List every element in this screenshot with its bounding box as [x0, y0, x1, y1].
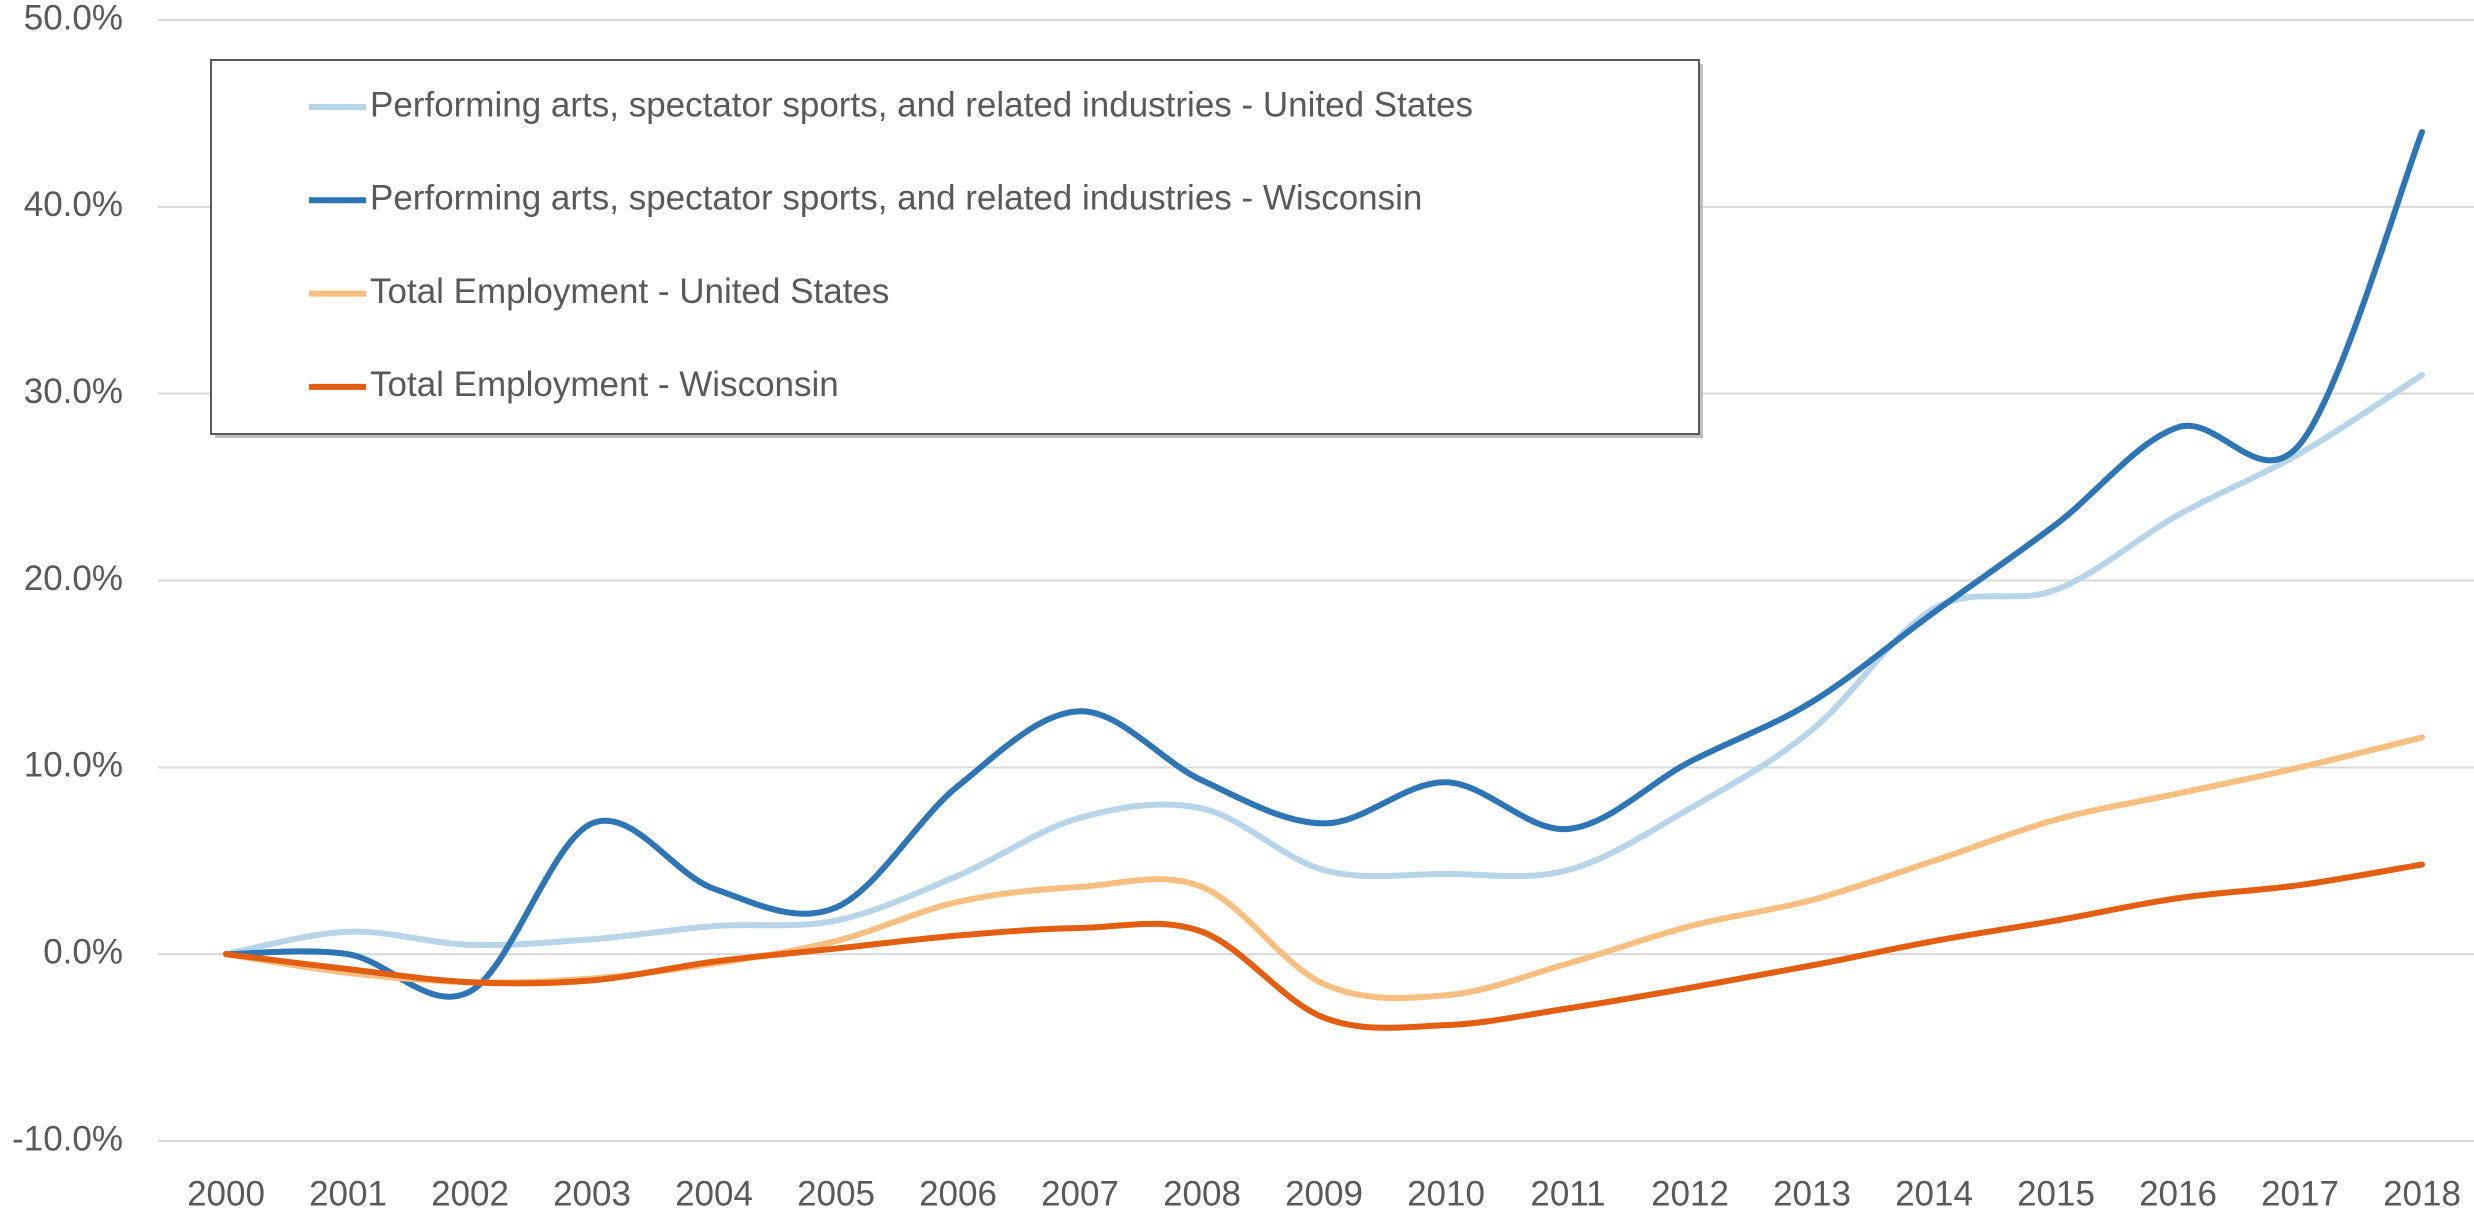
legend-label: Performing arts, spectator sports, and r…	[370, 85, 1473, 124]
x-tick-label: 2012	[1651, 1174, 1729, 1213]
x-tick-label: 2007	[1041, 1174, 1119, 1213]
y-tick-label: 40.0%	[24, 185, 123, 224]
legend: Performing arts, spectator sports, and r…	[210, 59, 1703, 438]
legend-label: Performing arts, spectator sports, and r…	[370, 179, 1422, 218]
x-tick-label: 2017	[2261, 1174, 2339, 1213]
y-tick-label: 0.0%	[43, 932, 123, 971]
legend-label: Total Employment - United States	[370, 272, 889, 311]
x-tick-label: 2015	[2017, 1174, 2095, 1213]
legend-label: Total Employment - Wisconsin	[370, 365, 839, 404]
series-line	[223, 129, 2425, 1000]
x-tick-label: 2010	[1407, 1174, 1485, 1213]
x-tick-label: 2002	[431, 1174, 509, 1213]
x-tick-label: 2013	[1773, 1174, 1851, 1213]
x-tick-label: 2006	[919, 1174, 997, 1213]
series-line	[223, 861, 2425, 1031]
y-tick-label: 30.0%	[24, 372, 123, 411]
x-tick-label: 2016	[2139, 1174, 2217, 1213]
x-tick-label: 2014	[1895, 1174, 1973, 1213]
x-tick-label: 2005	[797, 1174, 875, 1213]
y-tick-label: 20.0%	[24, 559, 123, 598]
series-line	[223, 371, 2425, 958]
x-tick-label: 2011	[1530, 1174, 1605, 1213]
x-tick-label: 2018	[2383, 1174, 2461, 1213]
x-tick-label: 2004	[675, 1174, 753, 1213]
y-tick-label: 50.0%	[24, 0, 123, 37]
x-tick-label: 2001	[309, 1174, 387, 1213]
y-tick-label: 10.0%	[24, 746, 123, 785]
x-tick-label: 2000	[187, 1174, 265, 1213]
y-tick-label: -10.0%	[12, 1119, 123, 1158]
x-tick-label: 2008	[1163, 1174, 1241, 1213]
x-tick-label: 2003	[553, 1174, 631, 1213]
x-tick-label: 2009	[1285, 1174, 1363, 1213]
legend-box	[210, 59, 1700, 435]
